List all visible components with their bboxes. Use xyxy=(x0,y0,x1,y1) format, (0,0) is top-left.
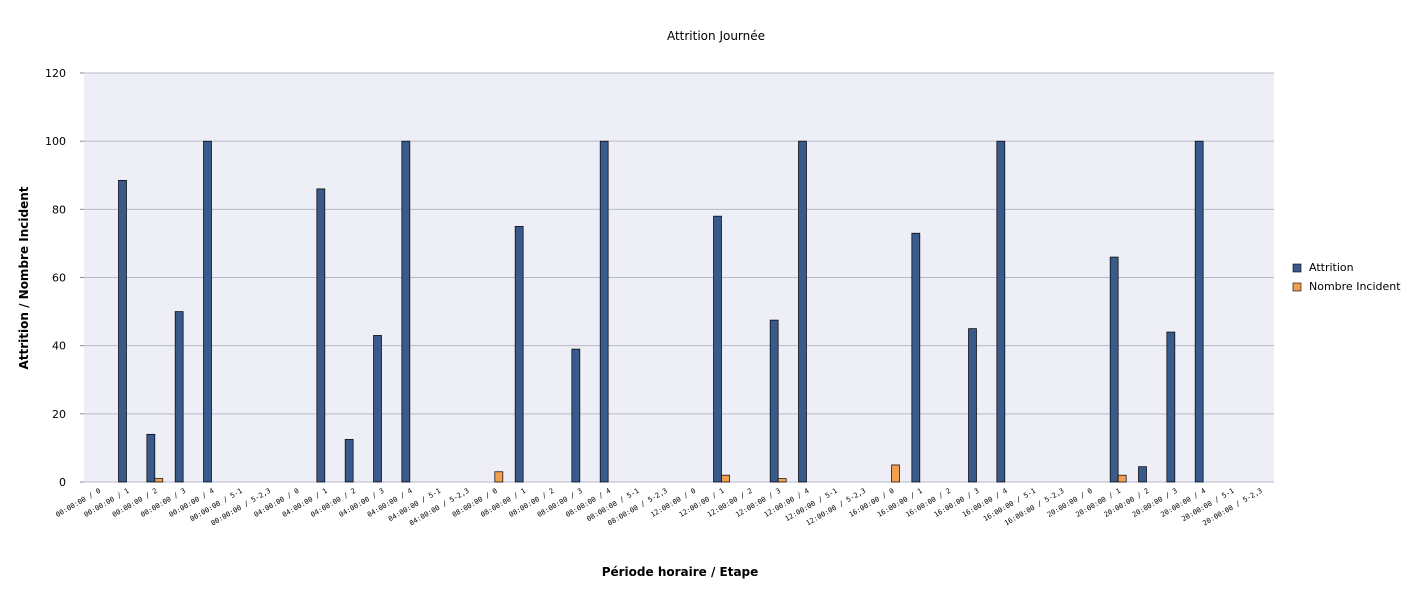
legend-swatch-attrition xyxy=(1292,263,1302,273)
bar-nombre-incident xyxy=(777,478,787,483)
x-axis-label: Période horaire / Etape xyxy=(602,565,759,579)
legend: Attrition Nombre Incident xyxy=(1292,261,1401,293)
bar-attrition xyxy=(769,319,779,483)
bar-attrition xyxy=(174,311,184,483)
bar-attrition xyxy=(203,140,212,483)
bar-attrition xyxy=(1194,140,1204,483)
bar-attrition xyxy=(1138,466,1147,483)
bar-attrition xyxy=(571,348,581,483)
bar-nombre-incident xyxy=(891,464,900,483)
bar-attrition xyxy=(146,433,156,483)
bar-nombre-incident xyxy=(1117,474,1127,483)
y-tick-label: 100 xyxy=(45,135,66,148)
legend-label-attrition: Attrition xyxy=(1309,261,1354,274)
bar-nombre-incident xyxy=(154,478,164,483)
bar-attrition xyxy=(344,439,354,483)
bar-attrition xyxy=(599,140,609,483)
bar-attrition xyxy=(1166,331,1176,483)
y-tick-label: 40 xyxy=(52,340,66,353)
legend-swatch-nombre-incident xyxy=(1292,282,1302,292)
y-tick-label: 20 xyxy=(52,408,66,421)
y-tick-label: 80 xyxy=(52,203,66,216)
bar-attrition xyxy=(514,226,524,483)
bar-attrition xyxy=(713,215,722,483)
x-axis-ticks: 00:00:00 / 000:00:00 / 100:00:00 / 200:0… xyxy=(54,487,1263,528)
bar-attrition xyxy=(401,140,411,483)
bar-attrition xyxy=(1109,256,1119,483)
bar-attrition xyxy=(996,140,1006,483)
bar-nombre-incident xyxy=(721,474,730,483)
bar-attrition xyxy=(316,188,326,483)
y-axis-label: Attrition / Nombre Incident xyxy=(17,186,31,369)
chart-title: Attrition Journée xyxy=(667,29,765,43)
y-tick-label: 120 xyxy=(45,67,66,80)
bar-attrition xyxy=(373,335,382,483)
y-tick-label: 0 xyxy=(59,476,66,489)
y-axis-ticks: 0 20 40 60 80 100 120 xyxy=(45,67,84,489)
bar-attrition xyxy=(118,180,127,483)
bar-nombre-incident xyxy=(494,471,504,483)
y-tick-label: 60 xyxy=(52,272,66,285)
gridlines xyxy=(84,72,1274,483)
bar-attrition xyxy=(968,328,977,483)
bars xyxy=(118,140,1204,483)
bar-attrition xyxy=(798,140,807,483)
legend-label-nombre-incident: Nombre Incident xyxy=(1309,280,1401,293)
bar-attrition xyxy=(911,232,921,483)
